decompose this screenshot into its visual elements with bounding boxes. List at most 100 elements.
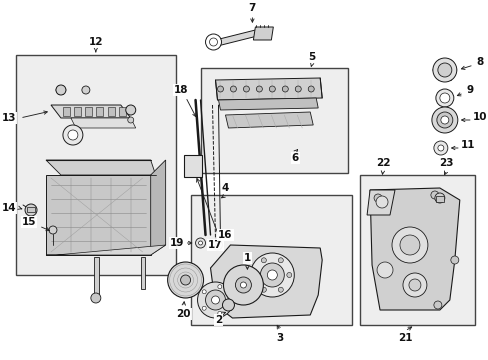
Circle shape	[180, 275, 190, 285]
Circle shape	[68, 130, 78, 140]
Circle shape	[373, 194, 381, 202]
Circle shape	[195, 238, 205, 248]
Circle shape	[434, 193, 444, 203]
Text: 12: 12	[88, 37, 103, 47]
Circle shape	[260, 263, 284, 287]
Circle shape	[261, 287, 266, 292]
Text: 15: 15	[22, 217, 36, 227]
Text: 1: 1	[244, 253, 250, 263]
Circle shape	[198, 241, 202, 245]
Circle shape	[269, 86, 275, 92]
Circle shape	[433, 141, 447, 155]
Circle shape	[217, 285, 222, 289]
Circle shape	[437, 63, 451, 77]
Circle shape	[25, 204, 37, 216]
Polygon shape	[71, 118, 136, 128]
Circle shape	[202, 306, 206, 310]
Bar	[435, 196, 443, 202]
Bar	[141, 257, 144, 289]
Circle shape	[127, 117, 133, 123]
Circle shape	[256, 86, 262, 92]
Circle shape	[432, 58, 456, 82]
Bar	[16, 55, 175, 275]
Polygon shape	[51, 105, 130, 118]
Polygon shape	[218, 98, 318, 110]
Circle shape	[430, 191, 438, 199]
Circle shape	[278, 258, 283, 263]
Polygon shape	[96, 107, 103, 116]
Circle shape	[202, 290, 206, 294]
Circle shape	[408, 279, 420, 291]
Circle shape	[91, 293, 101, 303]
Circle shape	[63, 125, 82, 145]
Text: 3: 3	[276, 333, 284, 343]
Polygon shape	[366, 190, 394, 215]
Text: 11: 11	[460, 140, 474, 150]
Circle shape	[435, 89, 453, 107]
Circle shape	[212, 240, 222, 250]
Text: 10: 10	[471, 112, 486, 122]
Circle shape	[402, 273, 426, 297]
Circle shape	[295, 86, 301, 92]
Circle shape	[243, 86, 249, 92]
Circle shape	[223, 265, 263, 305]
Circle shape	[278, 287, 283, 292]
Text: 13: 13	[2, 113, 16, 123]
Circle shape	[375, 196, 387, 208]
Bar	[27, 207, 35, 212]
Text: 4: 4	[222, 183, 229, 193]
Circle shape	[49, 226, 57, 234]
Bar	[94, 257, 99, 295]
Circle shape	[431, 107, 457, 133]
Polygon shape	[46, 245, 165, 255]
Circle shape	[307, 86, 314, 92]
Text: 8: 8	[475, 57, 482, 67]
Circle shape	[437, 145, 443, 151]
Bar	[183, 155, 201, 177]
Circle shape	[217, 311, 222, 315]
Circle shape	[376, 262, 392, 278]
Circle shape	[205, 290, 225, 310]
Circle shape	[209, 38, 217, 46]
Polygon shape	[63, 107, 70, 116]
Polygon shape	[215, 30, 257, 46]
Circle shape	[282, 86, 288, 92]
Text: 20: 20	[176, 309, 190, 319]
Circle shape	[240, 282, 246, 288]
Polygon shape	[46, 175, 150, 255]
Circle shape	[205, 34, 221, 50]
Polygon shape	[74, 107, 81, 116]
Text: 23: 23	[439, 158, 453, 168]
Circle shape	[235, 277, 251, 293]
Polygon shape	[119, 107, 125, 116]
Circle shape	[261, 258, 266, 263]
Text: 19: 19	[169, 238, 183, 248]
Text: 14: 14	[2, 203, 17, 213]
Circle shape	[211, 296, 219, 304]
Polygon shape	[107, 107, 114, 116]
Text: 17: 17	[208, 240, 223, 250]
Circle shape	[439, 93, 449, 103]
Circle shape	[252, 273, 257, 278]
Bar	[359, 175, 474, 325]
Circle shape	[399, 235, 419, 255]
Text: 6: 6	[291, 153, 298, 163]
Bar	[200, 68, 347, 173]
Circle shape	[125, 105, 136, 115]
Circle shape	[450, 256, 458, 264]
Text: 16: 16	[218, 230, 232, 240]
Polygon shape	[225, 112, 313, 128]
Polygon shape	[253, 27, 273, 40]
Circle shape	[227, 298, 231, 302]
Circle shape	[436, 112, 452, 128]
Circle shape	[433, 301, 441, 309]
Circle shape	[81, 86, 90, 94]
Text: 5: 5	[308, 52, 315, 62]
Text: 7: 7	[248, 3, 256, 13]
Polygon shape	[215, 78, 322, 100]
Polygon shape	[369, 188, 459, 310]
Circle shape	[230, 86, 236, 92]
Circle shape	[167, 262, 203, 298]
Bar	[190, 195, 351, 325]
Polygon shape	[150, 160, 165, 255]
